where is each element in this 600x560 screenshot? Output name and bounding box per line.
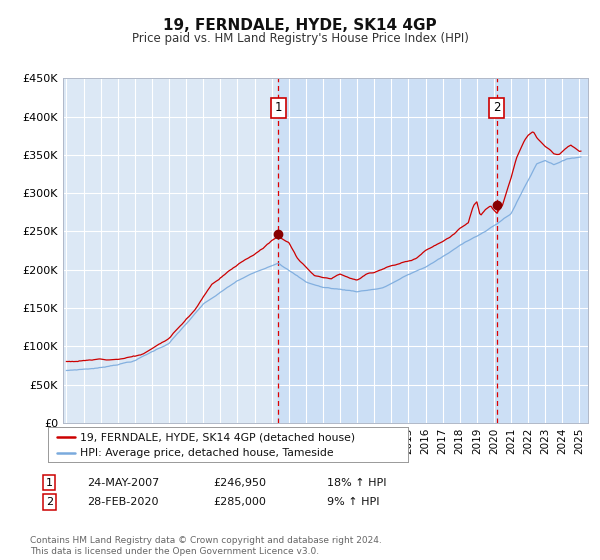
Text: 9% ↑ HPI: 9% ↑ HPI bbox=[327, 497, 380, 507]
Text: 1: 1 bbox=[275, 101, 282, 114]
Text: HPI: Average price, detached house, Tameside: HPI: Average price, detached house, Tame… bbox=[80, 449, 334, 458]
Text: 2: 2 bbox=[493, 101, 500, 114]
Text: £246,950: £246,950 bbox=[213, 478, 266, 488]
Text: 1: 1 bbox=[46, 478, 53, 488]
Text: £285,000: £285,000 bbox=[213, 497, 266, 507]
Text: 19, FERNDALE, HYDE, SK14 4GP (detached house): 19, FERNDALE, HYDE, SK14 4GP (detached h… bbox=[80, 432, 356, 442]
Bar bbox=[278, 78, 588, 423]
Text: 2: 2 bbox=[46, 497, 53, 507]
Text: 18% ↑ HPI: 18% ↑ HPI bbox=[327, 478, 386, 488]
Text: 28-FEB-2020: 28-FEB-2020 bbox=[87, 497, 158, 507]
Text: 24-MAY-2007: 24-MAY-2007 bbox=[87, 478, 159, 488]
Text: Contains HM Land Registry data © Crown copyright and database right 2024.
This d: Contains HM Land Registry data © Crown c… bbox=[30, 536, 382, 556]
Text: Price paid vs. HM Land Registry's House Price Index (HPI): Price paid vs. HM Land Registry's House … bbox=[131, 32, 469, 45]
Text: 19, FERNDALE, HYDE, SK14 4GP: 19, FERNDALE, HYDE, SK14 4GP bbox=[163, 18, 437, 33]
